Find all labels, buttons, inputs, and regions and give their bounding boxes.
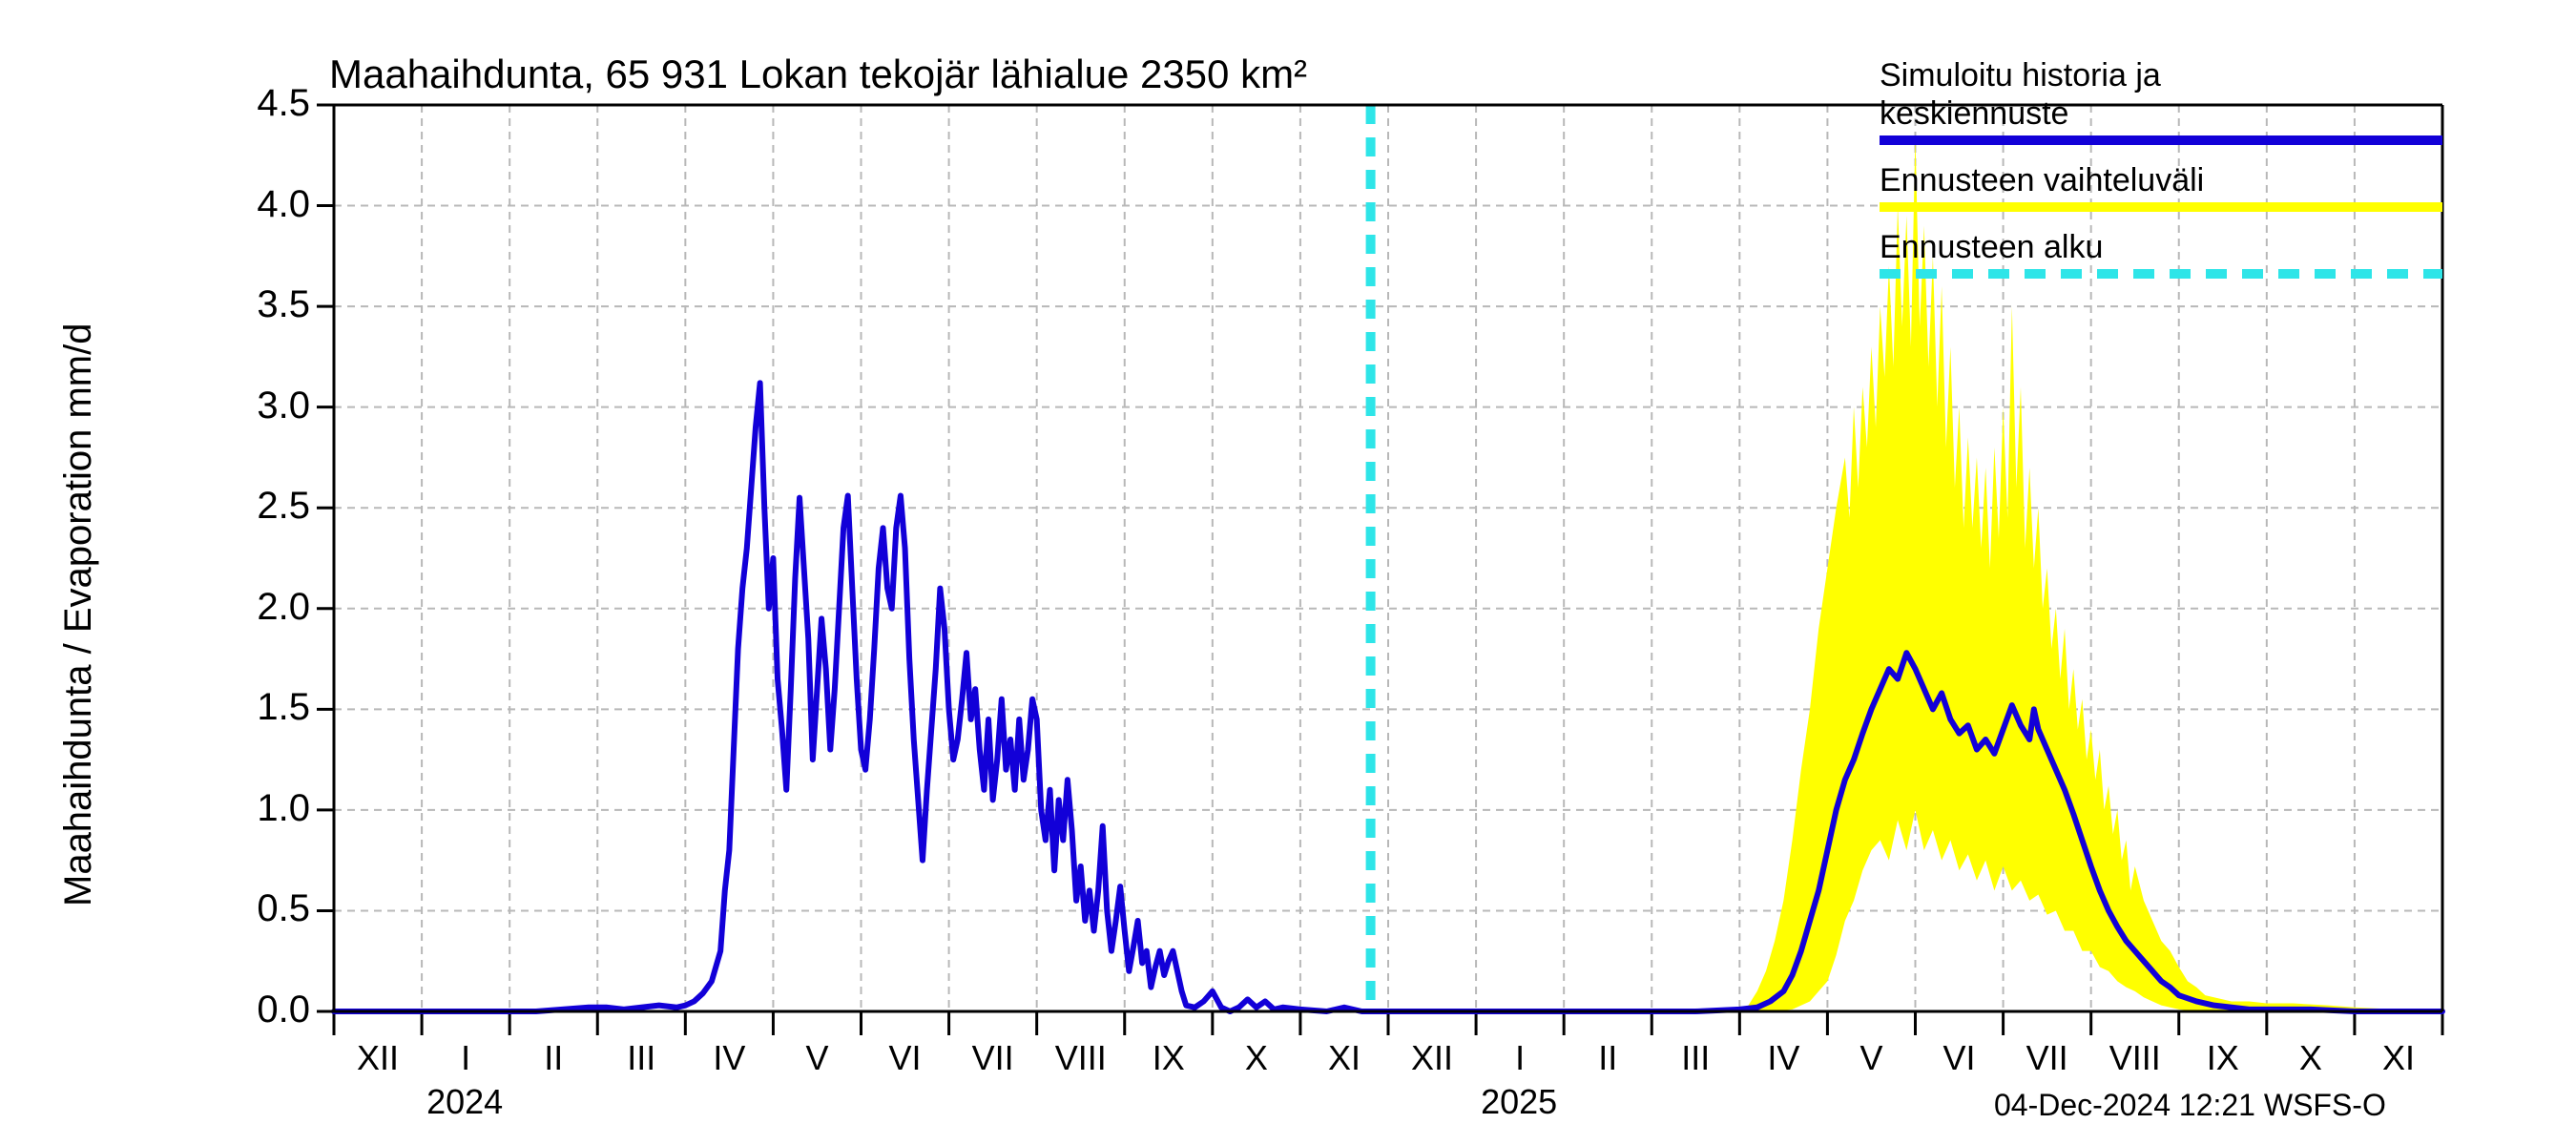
x-tick-label: V bbox=[805, 1038, 828, 1078]
y-tick-label: 2.0 bbox=[224, 586, 310, 629]
legend-item-1-line1: Simuloitu historia ja bbox=[1880, 57, 2161, 94]
timestamp-label: 04-Dec-2024 12:21 WSFS-O bbox=[1994, 1088, 2386, 1123]
y-tick-label: 4.0 bbox=[224, 183, 310, 226]
x-tick-label: XI bbox=[1328, 1038, 1361, 1078]
x-tick-label: II bbox=[1598, 1038, 1617, 1078]
x-tick-label: IX bbox=[1153, 1038, 1185, 1078]
x-tick-label: VII bbox=[972, 1038, 1014, 1078]
x-tick-label: II bbox=[544, 1038, 563, 1078]
x-tick-label: XII bbox=[1411, 1038, 1453, 1078]
y-tick-label: 1.0 bbox=[224, 787, 310, 830]
x-tick-label: IV bbox=[1767, 1038, 1799, 1078]
x-tick-label: I bbox=[461, 1038, 470, 1078]
x-tick-label: IX bbox=[2207, 1038, 2239, 1078]
x-tick-label: III bbox=[1681, 1038, 1710, 1078]
y-tick-label: 3.5 bbox=[224, 283, 310, 326]
legend-item-1-line2: keskiennuste bbox=[1880, 95, 2068, 133]
x-tick-label: XII bbox=[357, 1038, 399, 1078]
chart-stage: Maahaihdunta, 65 931 Lokan tekojär lähia… bbox=[0, 0, 2576, 1145]
x-tick-label: III bbox=[627, 1038, 655, 1078]
x-tick-label: VII bbox=[2026, 1038, 2068, 1078]
x-tick-label: X bbox=[1245, 1038, 1268, 1078]
x-tick-label: VIII bbox=[1055, 1038, 1107, 1078]
x-tick-label: VI bbox=[1943, 1038, 1976, 1078]
legend-item-2-line1: Ennusteen vaihteluväli bbox=[1880, 162, 2204, 199]
y-tick-label: 0.0 bbox=[224, 989, 310, 1031]
x-tick-label: V bbox=[1859, 1038, 1882, 1078]
x-tick-label: X bbox=[2299, 1038, 2322, 1078]
year-label: 2025 bbox=[1481, 1082, 1557, 1122]
legend-swatch-simulated bbox=[1880, 135, 2442, 145]
legend-item-3-line1: Ennusteen alku bbox=[1880, 229, 2103, 266]
x-tick-label: XI bbox=[2382, 1038, 2415, 1078]
legend-swatch-range bbox=[1880, 202, 2442, 212]
x-tick-label: VIII bbox=[2109, 1038, 2161, 1078]
y-tick-label: 1.5 bbox=[224, 686, 310, 729]
y-tick-label: 0.5 bbox=[224, 887, 310, 930]
x-tick-label: VI bbox=[889, 1038, 922, 1078]
y-tick-label: 3.0 bbox=[224, 385, 310, 427]
legend-swatch-forecast-start bbox=[1880, 269, 2442, 279]
year-label: 2024 bbox=[426, 1082, 503, 1122]
x-tick-label: IV bbox=[713, 1038, 745, 1078]
y-tick-label: 4.5 bbox=[224, 82, 310, 125]
y-tick-label: 2.5 bbox=[224, 485, 310, 528]
x-tick-label: I bbox=[1515, 1038, 1525, 1078]
